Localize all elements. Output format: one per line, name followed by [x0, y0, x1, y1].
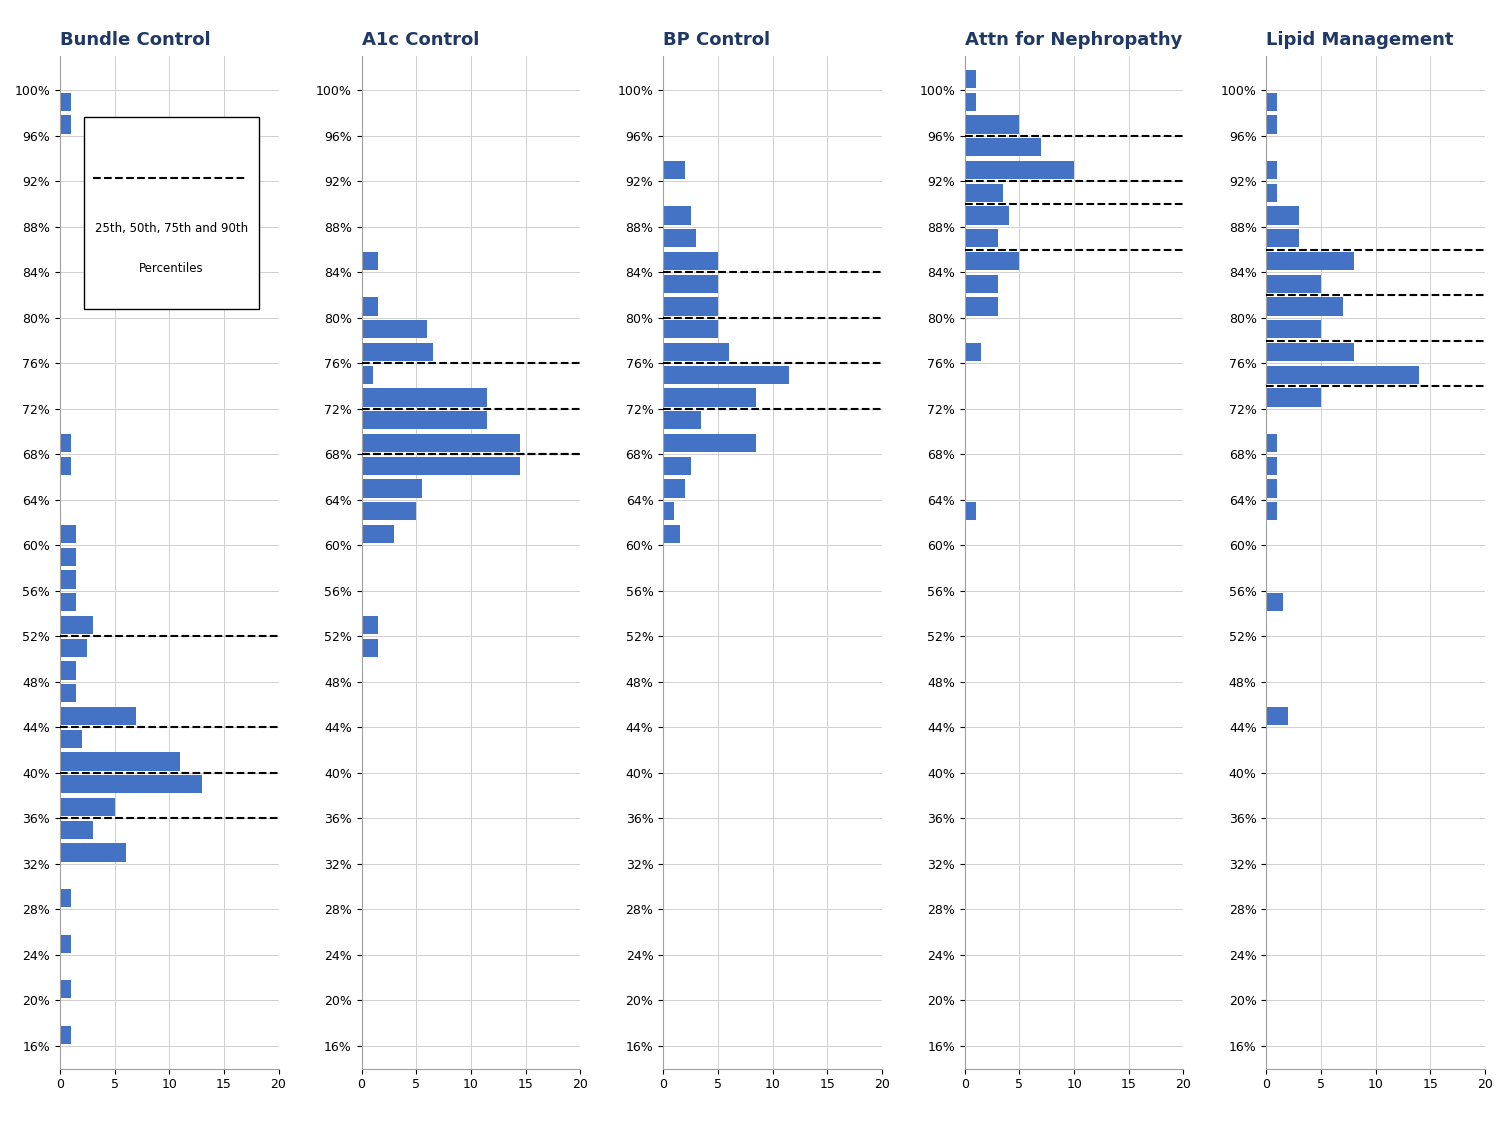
Bar — [1266, 161, 1278, 179]
FancyBboxPatch shape — [84, 117, 260, 309]
Bar — [663, 457, 690, 475]
Bar — [1266, 321, 1322, 339]
Bar — [60, 798, 114, 817]
Bar — [1266, 457, 1278, 475]
Bar — [1266, 274, 1322, 292]
Bar — [60, 935, 70, 953]
Bar — [362, 639, 378, 657]
Bar — [964, 161, 1074, 179]
Bar — [663, 479, 686, 497]
Text: Percentiles: Percentiles — [140, 262, 204, 276]
Bar — [60, 1026, 70, 1044]
Bar — [362, 343, 432, 361]
Bar — [1266, 366, 1419, 384]
Bar — [60, 570, 76, 588]
Bar — [60, 821, 93, 839]
Bar — [362, 457, 520, 475]
Bar — [964, 343, 981, 361]
Bar — [60, 775, 202, 793]
Bar — [1266, 388, 1322, 406]
Text: Attn for Nephropathy: Attn for Nephropathy — [964, 32, 1182, 50]
Bar — [663, 252, 718, 270]
Bar — [1266, 229, 1299, 248]
Bar — [1266, 297, 1342, 316]
Bar — [1266, 479, 1278, 497]
Bar — [663, 161, 686, 179]
Bar — [60, 730, 82, 748]
Bar — [964, 229, 998, 248]
Bar — [60, 753, 180, 771]
Bar — [663, 388, 756, 406]
Bar — [663, 206, 690, 225]
Bar — [1266, 206, 1299, 225]
Text: BP Control: BP Control — [663, 32, 771, 50]
Text: 25th, 50th, 75th and 90th: 25th, 50th, 75th and 90th — [94, 222, 248, 235]
Bar — [60, 593, 76, 611]
Text: Lipid Management: Lipid Management — [1266, 32, 1454, 50]
Bar — [362, 479, 422, 497]
Bar — [663, 297, 718, 316]
Bar — [663, 434, 756, 452]
Bar — [964, 92, 976, 111]
Bar — [362, 525, 394, 543]
Bar — [964, 297, 998, 316]
Bar — [964, 70, 976, 88]
Bar — [60, 980, 70, 998]
Bar — [1266, 92, 1278, 111]
Bar — [663, 502, 674, 521]
Bar — [60, 616, 93, 634]
Bar — [964, 274, 998, 292]
Bar — [60, 889, 70, 907]
Bar — [663, 412, 702, 430]
Bar — [663, 229, 696, 248]
Bar — [663, 274, 718, 292]
Bar — [1266, 706, 1288, 726]
Bar — [60, 457, 70, 475]
Bar — [60, 662, 76, 680]
Bar — [362, 321, 428, 339]
Bar — [362, 252, 378, 270]
Bar — [362, 297, 378, 316]
Bar — [964, 206, 1008, 225]
Bar — [1266, 252, 1354, 270]
Bar — [1266, 502, 1278, 521]
Bar — [362, 366, 372, 384]
Bar — [964, 252, 1020, 270]
Bar — [60, 548, 76, 566]
Bar — [964, 183, 1004, 201]
Bar — [362, 388, 488, 406]
Bar — [1266, 593, 1282, 611]
Bar — [362, 502, 416, 521]
Bar — [663, 343, 729, 361]
Bar — [60, 116, 70, 134]
Bar — [60, 706, 136, 726]
Bar — [964, 116, 1020, 134]
Bar — [362, 434, 520, 452]
Bar — [663, 321, 718, 339]
Bar — [362, 616, 378, 634]
Text: Bundle Control: Bundle Control — [60, 32, 210, 50]
Bar — [1266, 434, 1278, 452]
Bar — [60, 434, 70, 452]
Bar — [60, 92, 70, 111]
Bar — [362, 412, 488, 430]
Bar — [964, 138, 1041, 156]
Bar — [60, 684, 76, 702]
Bar — [1266, 183, 1278, 201]
Bar — [1266, 116, 1278, 134]
Text: A1c Control: A1c Control — [362, 32, 478, 50]
Bar — [1266, 343, 1354, 361]
Bar — [60, 525, 76, 543]
Bar — [964, 502, 976, 521]
Bar — [663, 525, 680, 543]
Bar — [60, 844, 126, 862]
Bar — [60, 639, 87, 657]
Bar — [663, 366, 789, 384]
